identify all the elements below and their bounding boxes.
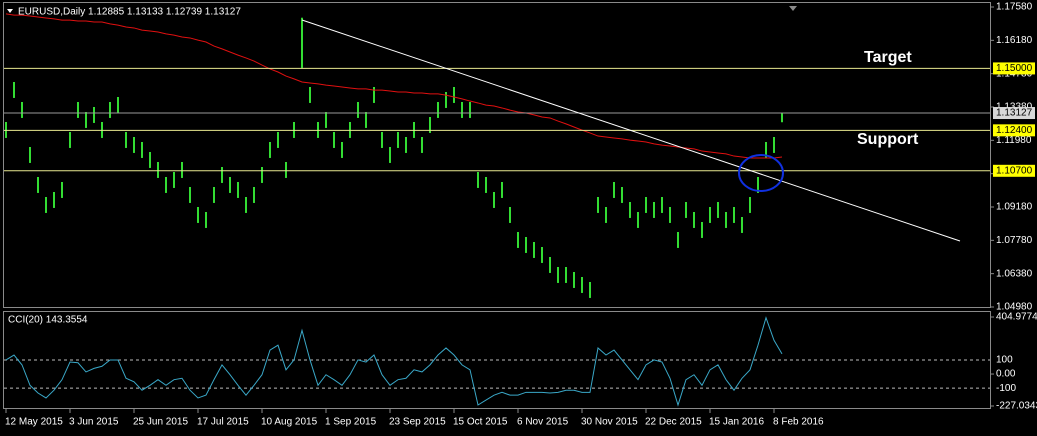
moving-average — [5, 13, 783, 159]
trend-line — [301, 19, 961, 242]
last-price-label: 1.13127 — [996, 108, 1033, 119]
y-tick-label: 1.16180 — [996, 35, 1033, 46]
last-price-label-bg — [993, 107, 1035, 120]
x-tick-label: 1 Sep 2015 — [325, 417, 377, 428]
y-tick-label: -227.0343 — [996, 401, 1037, 412]
x-tick-label: 3 Jun 2015 — [69, 417, 119, 428]
x-tick-label: 15 Jan 2016 — [709, 417, 764, 428]
level-label-bg — [993, 164, 1035, 177]
level-label: 1.15000 — [996, 63, 1033, 74]
indicator-title: CCI(20) 143.3554 — [8, 315, 88, 326]
x-tick-label: 22 Dec 2015 — [645, 417, 702, 428]
plot-layer: 1.175801.161801.147801.133801.119801.105… — [4, 2, 1037, 428]
x-tick-label: 8 Feb 2016 — [773, 417, 824, 428]
x-tick-label: 10 Aug 2015 — [261, 417, 318, 428]
y-tick-label: 1.09180 — [996, 202, 1033, 213]
shift-marker — [789, 6, 797, 11]
level-label: 1.12400 — [996, 125, 1033, 136]
y-tick-label: 0.00 — [996, 369, 1016, 380]
y-tick-label: 404.9774 — [996, 312, 1037, 323]
annotation: Target — [864, 49, 912, 66]
level-label: 1.10700 — [996, 165, 1033, 176]
y-tick-label: 1.04980 — [996, 302, 1033, 313]
x-tick-label: 25 Jun 2015 — [133, 417, 188, 428]
level-label-bg — [993, 124, 1035, 137]
cci-line — [5, 316, 783, 407]
x-tick-label: 6 Nov 2015 — [517, 417, 569, 428]
y-tick-label: 1.07780 — [996, 235, 1033, 246]
y-tick-label: 1.17580 — [996, 2, 1033, 13]
menu-arrow — [7, 9, 13, 13]
highlight-circle — [738, 154, 784, 192]
x-tick-label: 30 Nov 2015 — [581, 417, 638, 428]
cci-panel — [3, 311, 991, 409]
y-tick-label: 100 — [996, 355, 1013, 366]
x-tick-label: 17 Jul 2015 — [197, 417, 249, 428]
x-tick-label: 12 May 2015 — [5, 417, 63, 428]
y-tick-label: 1.11980 — [996, 135, 1032, 146]
x-tick-label: 23 Sep 2015 — [389, 417, 446, 428]
y-tick-label: -100 — [996, 383, 1016, 394]
level-label-bg — [993, 62, 1035, 75]
chart-title: EURUSD,Daily 1.12885 1.13133 1.12739 1.1… — [18, 7, 241, 18]
annotation: Support — [857, 131, 919, 148]
y-tick-label: 1.06380 — [996, 268, 1033, 279]
price-panel — [3, 2, 991, 308]
x-tick-label: 15 Oct 2015 — [453, 417, 508, 428]
